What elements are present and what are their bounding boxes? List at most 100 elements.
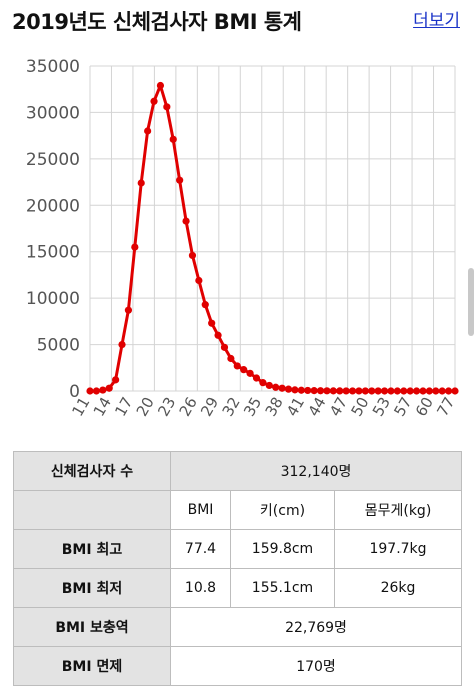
x-tick-label: 20 <box>133 394 158 420</box>
y-tick-label: 25000 <box>26 150 80 170</box>
table-row-supplementary: BMI 보충역 22,769명 <box>13 607 463 647</box>
chart-grid <box>89 65 456 392</box>
data-point[interactable] <box>86 387 94 395</box>
x-tick-label: 29 <box>197 394 222 420</box>
data-point[interactable] <box>124 306 133 314</box>
supplementary-label: BMI 보충역 <box>13 607 171 647</box>
chart-series <box>86 81 459 395</box>
x-tick-label: 57 <box>390 394 415 420</box>
page-title: 2019년도 신체검사자 BMI 통계 <box>12 10 302 34</box>
data-point[interactable] <box>297 386 305 394</box>
data-point[interactable] <box>214 331 222 339</box>
data-point[interactable] <box>208 319 216 327</box>
x-tick-label: 23 <box>154 394 179 420</box>
data-point[interactable] <box>419 387 427 395</box>
data-point[interactable] <box>176 176 184 184</box>
data-point[interactable] <box>432 387 440 395</box>
data-point[interactable] <box>444 387 453 395</box>
data-point[interactable] <box>169 135 177 143</box>
x-tick-label: 77 <box>433 394 458 420</box>
page-scrollbar[interactable] <box>468 268 474 336</box>
data-point[interactable] <box>131 243 139 251</box>
data-point[interactable] <box>348 387 357 395</box>
data-point[interactable] <box>374 387 382 395</box>
data-point[interactable] <box>227 354 235 363</box>
data-point[interactable] <box>425 387 433 395</box>
y-axis-ticks: 0 5000 10000 15000 20000 25000 30000 35000 <box>26 57 80 402</box>
data-point[interactable] <box>438 387 446 395</box>
bmi-min-value: 10.8 <box>170 568 231 608</box>
data-point[interactable] <box>304 386 312 395</box>
data-point[interactable] <box>406 387 414 395</box>
data-point[interactable] <box>316 387 325 395</box>
x-tick-label: 17 <box>111 394 136 420</box>
data-point[interactable] <box>451 387 459 395</box>
data-point[interactable] <box>99 386 107 394</box>
bmi-max-value: 77.4 <box>170 529 231 569</box>
exempt-label: BMI 면제 <box>13 646 171 686</box>
data-point[interactable] <box>240 366 248 374</box>
data-point[interactable] <box>265 381 273 390</box>
data-point[interactable] <box>323 387 331 395</box>
x-tick-label: 14 <box>90 394 115 420</box>
data-point[interactable] <box>336 387 344 395</box>
column-header-height: 키(cm) <box>230 490 335 530</box>
more-link[interactable]: 더보기 <box>413 11 460 31</box>
bmi-max-weight: 197.7kg <box>333 529 463 569</box>
data-point[interactable] <box>201 301 209 309</box>
data-point[interactable] <box>329 387 337 395</box>
data-point[interactable] <box>291 386 299 394</box>
data-point[interactable] <box>355 387 363 395</box>
data-point[interactable] <box>412 387 421 395</box>
data-point[interactable] <box>342 387 350 395</box>
data-point[interactable] <box>272 383 280 391</box>
data-point[interactable] <box>163 103 171 111</box>
y-tick-label: 5000 <box>37 336 80 356</box>
data-point[interactable] <box>310 387 318 395</box>
data-point[interactable] <box>137 179 145 187</box>
data-point[interactable] <box>156 81 165 90</box>
row-label-bmi-min: BMI 최저 <box>13 568 171 608</box>
data-point[interactable] <box>380 387 389 395</box>
data-point[interactable] <box>182 217 190 225</box>
table-row-bmi-min: BMI 최저 10.8 155.1cm 26kg <box>13 568 463 608</box>
data-point[interactable] <box>188 251 197 260</box>
examinees-value: 312,140명 <box>169 451 463 491</box>
data-point[interactable] <box>393 387 401 395</box>
examinees-label: 신체검사자 수 <box>13 451 171 491</box>
data-point[interactable] <box>220 343 229 351</box>
data-point[interactable] <box>361 387 369 395</box>
bmi-stats-table: 신체검사자 수 312,140명 BMI 키(cm) 몸무게(kg) BMI 최… <box>13 451 463 686</box>
data-point[interactable] <box>118 340 126 349</box>
data-point[interactable] <box>252 374 261 382</box>
y-tick-label: 0 <box>69 382 80 402</box>
data-point[interactable] <box>400 387 408 395</box>
x-tick-label: 35 <box>240 394 265 420</box>
data-point[interactable] <box>150 97 158 105</box>
table-row-bmi-max: BMI 최고 77.4 159.8cm 197.7kg <box>13 529 463 569</box>
data-point[interactable] <box>112 376 120 384</box>
supplementary-value: 22,769명 <box>169 607 463 647</box>
page-header: 2019년도 신체검사자 BMI 통계 더보기 <box>0 0 474 44</box>
x-tick-label: 41 <box>283 394 308 420</box>
data-point[interactable] <box>144 127 152 135</box>
data-point[interactable] <box>387 387 395 395</box>
x-tick-label: 44 <box>305 394 330 420</box>
data-point[interactable] <box>246 369 254 377</box>
data-point[interactable] <box>92 387 101 395</box>
x-tick-label: 47 <box>326 394 351 420</box>
data-point[interactable] <box>195 276 203 285</box>
data-point[interactable] <box>259 379 267 387</box>
exempt-value: 170명 <box>169 646 463 686</box>
column-header-bmi: BMI <box>170 490 231 530</box>
x-tick-label: 32 <box>219 394 244 420</box>
x-tick-label: 38 <box>262 394 287 420</box>
table-row-exempt: BMI 면제 170명 <box>13 646 463 686</box>
data-point[interactable] <box>284 385 293 393</box>
data-point[interactable] <box>368 387 376 395</box>
data-point[interactable] <box>278 384 286 392</box>
data-point[interactable] <box>105 384 113 392</box>
data-point[interactable] <box>233 362 241 370</box>
